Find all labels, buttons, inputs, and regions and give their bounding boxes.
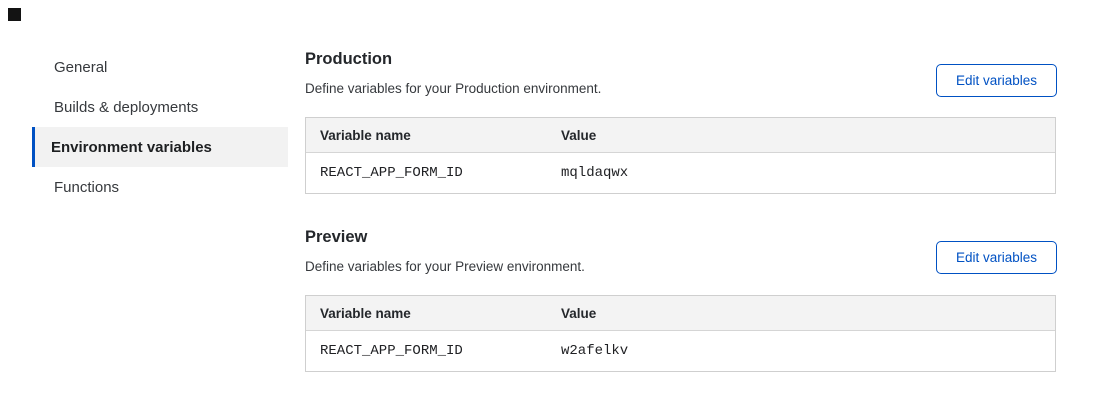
environment-variables-panel: Production Define variables for your Pro… xyxy=(305,51,1057,372)
preview-section-description: Define variables for your Preview enviro… xyxy=(305,259,585,274)
production-variables-table: Variable name Value REACT_APP_FORM_ID mq… xyxy=(305,117,1056,194)
sidebar-item-label: Functions xyxy=(54,178,120,196)
sidebar-item-builds-deployments[interactable]: Builds & deployments xyxy=(32,87,288,127)
variable-value-cell: mqldaqwx xyxy=(561,165,629,181)
variable-name-cell: REACT_APP_FORM_ID xyxy=(320,343,463,359)
table-row: REACT_APP_FORM_ID w2afelkv xyxy=(306,331,1055,371)
table-header-row: Variable name Value xyxy=(306,296,1055,331)
variable-name-cell: REACT_APP_FORM_ID xyxy=(320,165,463,181)
sidebar-item-functions[interactable]: Functions xyxy=(32,167,288,207)
settings-sidebar: General Builds & deployments Environment… xyxy=(32,47,288,207)
corner-mark xyxy=(8,8,21,21)
table-header-row: Variable name Value xyxy=(306,118,1055,153)
sidebar-item-label: General xyxy=(54,58,108,76)
preview-section-title: Preview xyxy=(305,228,368,246)
edit-preview-variables-button[interactable]: Edit variables xyxy=(936,241,1057,274)
production-section-title: Production xyxy=(305,50,393,68)
preview-section: Preview Define variables for your Previe… xyxy=(305,229,1057,372)
table-row: REACT_APP_FORM_ID mqldaqwx xyxy=(306,153,1055,193)
column-header-variable-name: Variable name xyxy=(320,305,411,321)
production-section-description: Define variables for your Production env… xyxy=(305,81,602,96)
sidebar-item-label: Environment variables xyxy=(51,138,212,156)
column-header-variable-name: Variable name xyxy=(320,127,411,143)
variable-value-cell: w2afelkv xyxy=(561,343,629,359)
sidebar-item-general[interactable]: General xyxy=(32,47,288,87)
edit-production-variables-button[interactable]: Edit variables xyxy=(936,64,1057,97)
production-section: Production Define variables for your Pro… xyxy=(305,51,1057,194)
column-header-value: Value xyxy=(561,127,597,143)
preview-variables-table: Variable name Value REACT_APP_FORM_ID w2… xyxy=(305,295,1056,372)
sidebar-item-environment-variables[interactable]: Environment variables xyxy=(32,127,288,167)
sidebar-item-label: Builds & deployments xyxy=(54,98,199,116)
column-header-value: Value xyxy=(561,305,597,321)
